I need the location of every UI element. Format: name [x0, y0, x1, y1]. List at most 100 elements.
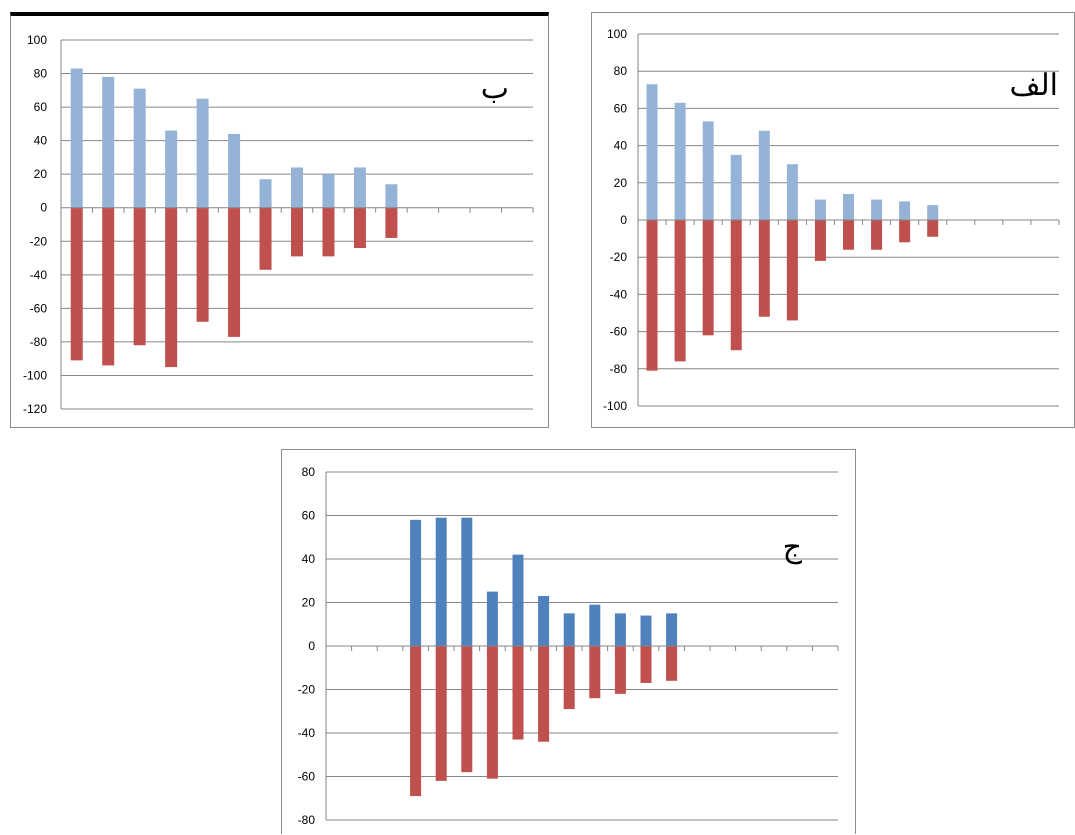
- bar-b-s1-1: [102, 207, 115, 366]
- y-tick-label: 20: [302, 596, 316, 610]
- y-tick-label: -40: [610, 287, 628, 301]
- chart-panel-jim: 80 60 40 20 0 -20 -40 -60 -80 ج: [281, 449, 856, 834]
- bar-a-s0-2: [702, 121, 714, 220]
- bar-b-s0-10: [385, 184, 398, 208]
- chart-alef-svg: 100 80 60 40 20 0 -20 -40 -60 -80 -100 الف: [603, 27, 1060, 413]
- bar-b-s1-6: [259, 207, 272, 270]
- bar-c-s1-6: [486, 646, 498, 779]
- bar-c-s0-4: [435, 517, 447, 646]
- bar-a-s0-9: [899, 201, 911, 220]
- bar-c-s0-5: [461, 517, 473, 646]
- bar-a-s1-7: [843, 220, 854, 250]
- bar-a-s0-3: [730, 154, 742, 220]
- bar-c-s1-7: [512, 646, 524, 740]
- bar-b-s1-4: [196, 207, 209, 322]
- y-tick-label: -100: [603, 399, 627, 413]
- y-tick-label: -80: [610, 362, 628, 376]
- bar-c-s0-6: [486, 591, 498, 646]
- y-tick-label: 40: [302, 552, 316, 566]
- bar-b-s0-2: [133, 88, 146, 208]
- bar-a-s0-4: [758, 130, 770, 220]
- y-tick-label: -20: [298, 683, 316, 697]
- y-tick-label: -60: [30, 301, 48, 315]
- y-tick-label: -80: [30, 335, 48, 349]
- y-tick-label: 80: [34, 67, 48, 81]
- y-tick-label: 0: [620, 213, 627, 227]
- bar-b-s0-5: [228, 133, 241, 208]
- bar-a-s1-1: [674, 220, 686, 362]
- bar-a-s0-6: [814, 199, 826, 220]
- bar-c-s1-12: [640, 646, 652, 683]
- y-tick-label: 0: [308, 639, 315, 653]
- y-tick-label: 60: [614, 101, 628, 115]
- chart-b-svg: 100 80 60 40 20 0 -20 -40 -60 -80 -100 -120 ب: [23, 33, 534, 416]
- bar-a-s1-2: [702, 220, 714, 336]
- bar-b-s1-3: [165, 207, 178, 368]
- bar-b-s0-8: [322, 174, 335, 208]
- bar-c-s1-4: [435, 646, 447, 781]
- y-tick-label: 60: [34, 100, 48, 114]
- bar-c-s1-11: [614, 646, 626, 694]
- bar-a-s1-3: [730, 220, 742, 351]
- bar-b-s1-8: [322, 207, 335, 257]
- bar-b-s0-4: [196, 98, 209, 208]
- bar-c-s0-10: [589, 604, 601, 646]
- bar-a-s1-5: [786, 220, 798, 321]
- bar-c-s1-13: [666, 646, 678, 681]
- y-tick-label: -40: [30, 268, 48, 282]
- bar-b-s1-9: [353, 207, 366, 248]
- chart-jim-svg: 80 60 40 20 0 -20 -40 -60 -80 ج: [298, 465, 839, 827]
- bar-c-s0-8: [538, 595, 550, 646]
- bar-c-s1-9: [563, 646, 575, 710]
- bar-b-s0-3: [165, 130, 178, 208]
- bar-b-s0-1: [102, 76, 115, 208]
- bar-a-s1-10: [927, 220, 939, 237]
- bar-c-s1-3: [410, 646, 422, 797]
- bar-c-s0-9: [563, 613, 575, 646]
- chart-panel-alef: 100 80 60 40 20 0 -20 -40 -60 -80 -100 الف: [591, 12, 1075, 428]
- bar-b-s1-5: [228, 207, 241, 337]
- bar-b-s0-7: [291, 167, 303, 208]
- y-tick-label: 40: [614, 139, 628, 153]
- bar-b-s1-2: [133, 207, 146, 346]
- y-tick-label: -60: [610, 325, 628, 339]
- y-tick-label: -20: [610, 250, 628, 264]
- bar-b-s0-6: [259, 179, 272, 208]
- bar-b-s0-9: [353, 167, 366, 208]
- y-tick-label: 20: [614, 176, 628, 190]
- y-tick-label: -40: [298, 726, 316, 740]
- bar-a-s1-0: [646, 220, 658, 371]
- y-tick-label: 60: [302, 509, 316, 523]
- y-tick-label: -20: [30, 234, 48, 248]
- bar-c-s0-7: [512, 554, 524, 646]
- bar-a-s0-7: [843, 193, 854, 220]
- bar-c-s0-13: [666, 613, 678, 646]
- y-tick-label: 20: [34, 167, 48, 181]
- bar-c-s1-8: [538, 646, 550, 742]
- bar-b-s1-0: [70, 207, 83, 361]
- panel-label-c: ج: [783, 530, 803, 565]
- bar-a-s1-4: [758, 220, 770, 317]
- y-tick-label: -60: [298, 770, 316, 784]
- y-tick-label: 100: [27, 33, 47, 47]
- bar-b-s1-10: [385, 207, 398, 238]
- bar-a-s1-9: [899, 220, 911, 243]
- bar-c-s1-5: [461, 646, 473, 773]
- bar-a-s0-8: [871, 199, 883, 220]
- y-tick-label: 80: [614, 64, 628, 78]
- bar-a-s1-8: [871, 220, 883, 250]
- bar-c-s1-10: [589, 646, 601, 699]
- bar-b-s1-7: [291, 207, 303, 257]
- y-tick-label: -80: [298, 813, 316, 827]
- y-tick-label: 80: [302, 465, 316, 479]
- bar-b-s0-0: [70, 68, 83, 208]
- bar-a-s0-10: [927, 205, 939, 220]
- bar-c-s0-11: [614, 613, 626, 646]
- bar-a-s0-0: [646, 84, 658, 220]
- panel-label-b: ب: [481, 71, 509, 106]
- bar-c-s0-3: [410, 519, 422, 646]
- bar-c-s0-12: [640, 615, 652, 646]
- chart-panel-b: 100 80 60 40 20 0 -20 -40 -60 -80 -100 -120 ب: [10, 12, 549, 428]
- y-tick-label: -100: [23, 368, 47, 382]
- y-tick-label: 0: [40, 201, 47, 215]
